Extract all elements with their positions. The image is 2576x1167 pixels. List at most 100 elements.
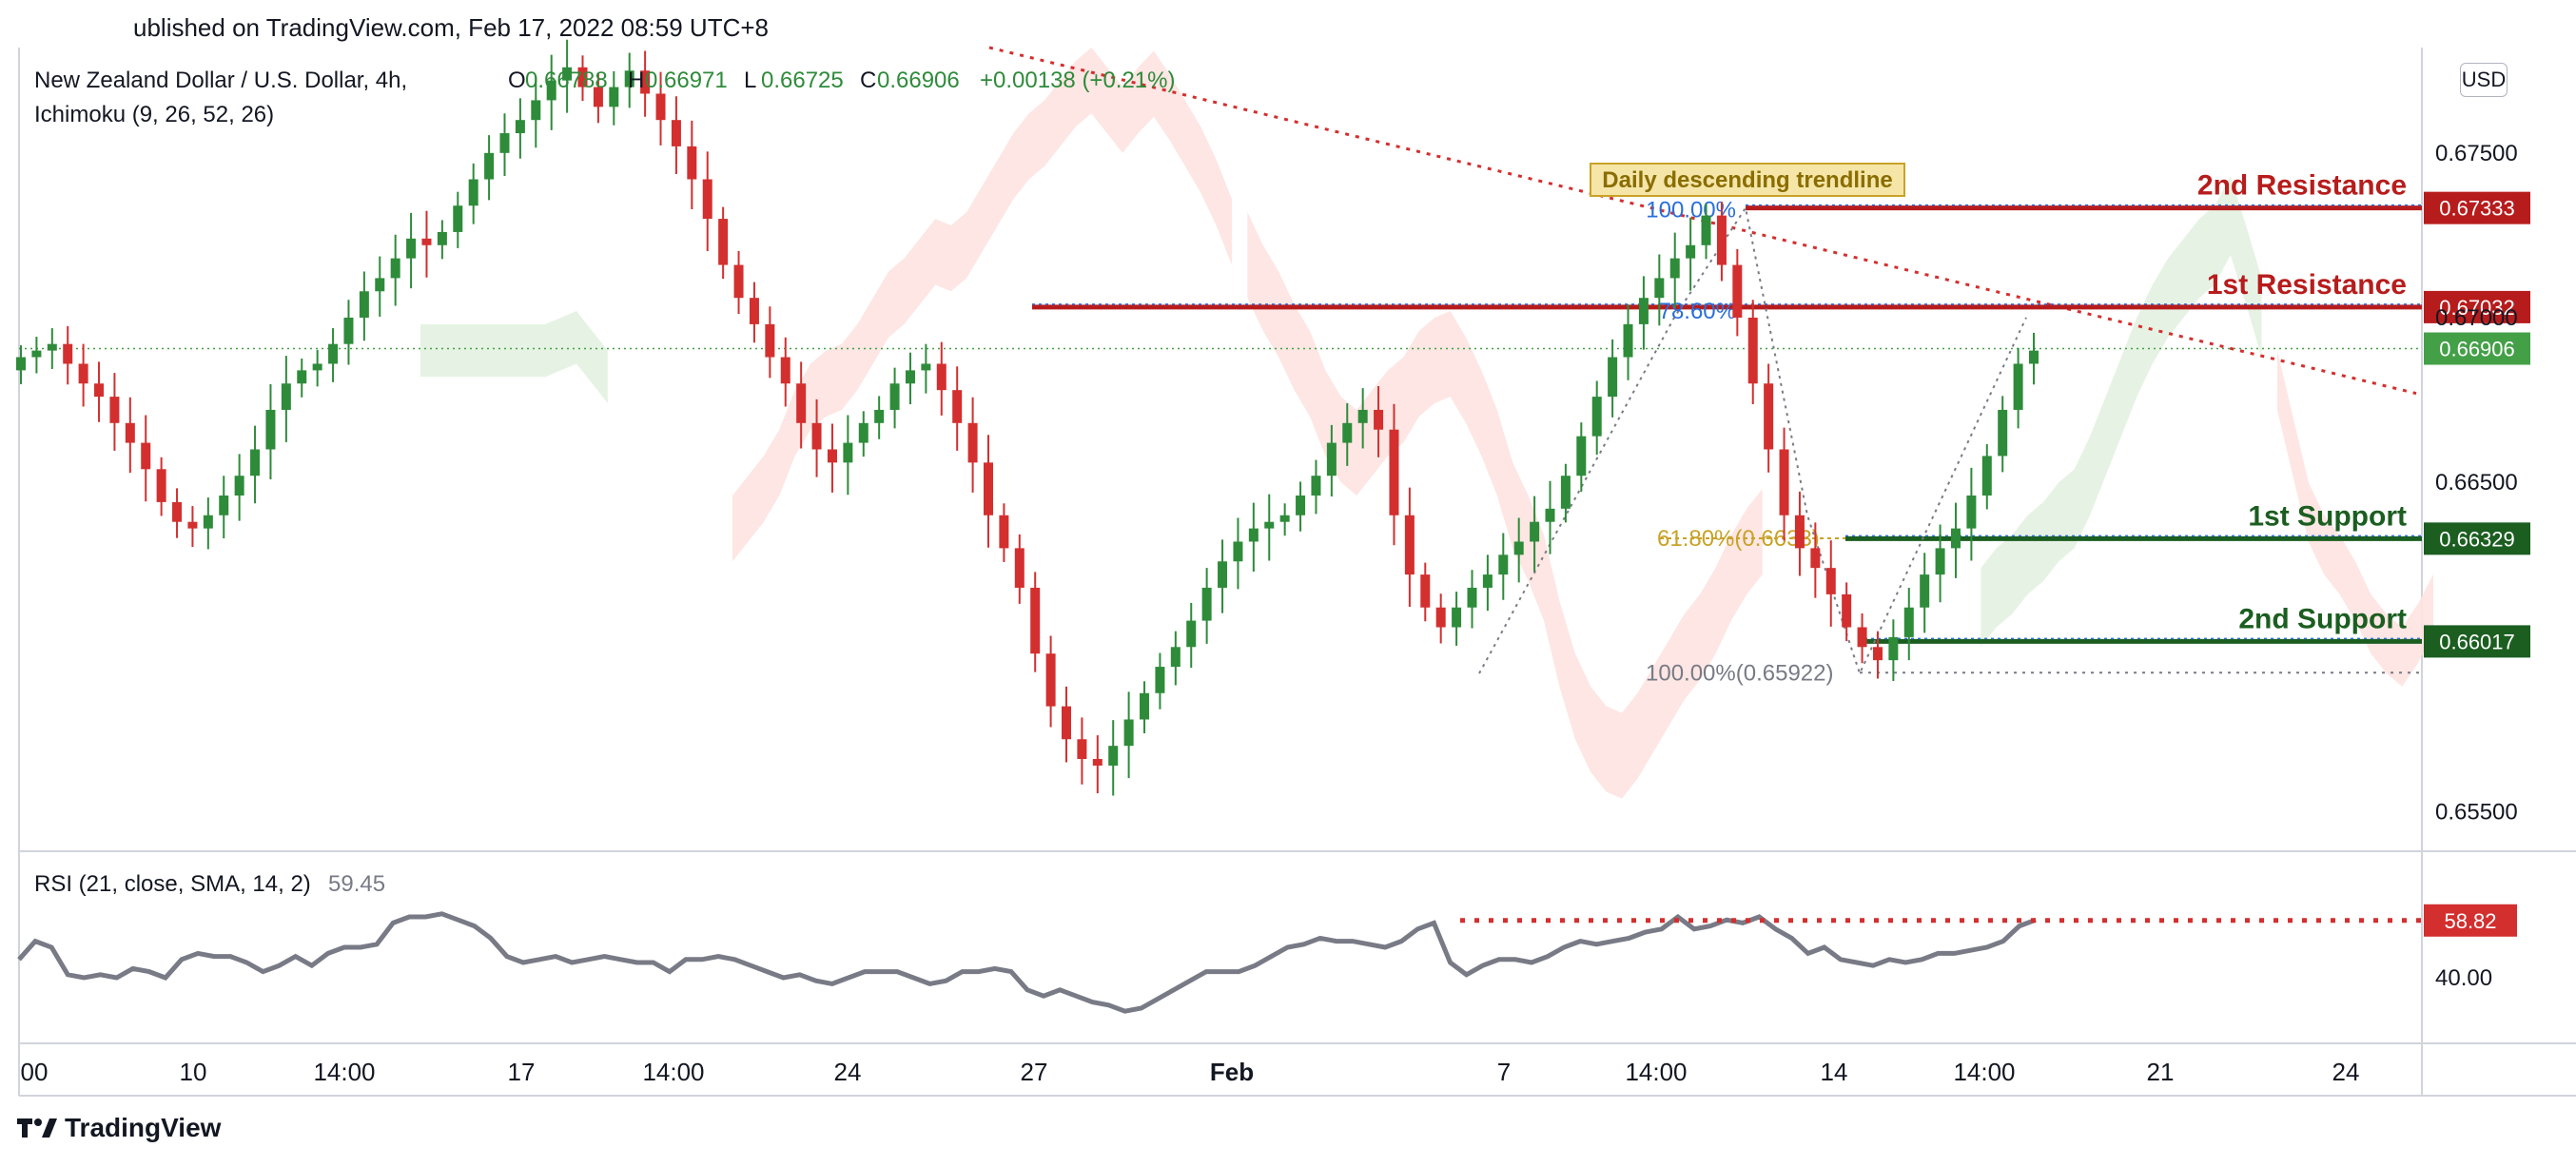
level-price-tag <box>2424 191 2530 224</box>
candle-body <box>328 343 339 364</box>
candle-body <box>687 146 697 180</box>
candle-body <box>921 363 931 371</box>
candle-body <box>1545 508 1555 522</box>
candle-body <box>624 70 634 88</box>
level-price-value: 0.67333 <box>2439 197 2515 221</box>
ohlc-value: 0.66906 <box>877 68 960 93</box>
candle-body <box>1155 667 1165 693</box>
candle-body <box>406 238 417 259</box>
price-axis-tick: 0.67000 <box>2435 305 2518 331</box>
level-label: 2nd Resistance <box>2197 170 2407 202</box>
candle-body <box>1311 476 1321 496</box>
candle-body <box>702 179 712 220</box>
candle-body <box>1014 548 1025 588</box>
candle-body <box>1654 278 1665 299</box>
candle-body <box>718 219 729 265</box>
candles-layer <box>16 39 2039 796</box>
fib-label-mid: 78.60% <box>1659 299 1736 324</box>
candle-body <box>1498 554 1509 575</box>
rsi-axis-tick: 40.00 <box>2435 965 2492 991</box>
level-price-value: 0.67032 <box>2439 296 2515 320</box>
candle-body <box>1981 456 1992 496</box>
candle-body <box>63 343 73 364</box>
fib-path <box>1478 205 2027 676</box>
trendline-label-box <box>1590 163 1905 197</box>
currency-button[interactable]: USD <box>2460 63 2508 97</box>
rsi-line <box>17 911 2037 1014</box>
rsi-pane[interactable]: 58.82 40.00 RSI (21, close, SMA, 14, 2) 59.… <box>17 871 2517 1014</box>
candle-body <box>1123 719 1134 747</box>
candle-body <box>1732 264 1743 318</box>
time-axis-tick: 14:00 <box>642 1058 704 1086</box>
candle-body <box>343 317 354 344</box>
price-axis-tick: 0.65500 <box>2435 799 2518 825</box>
ohlc-value: 0.66725 <box>761 68 844 93</box>
time-axis-tick: 14:00 <box>1953 1058 2015 1086</box>
candle-body <box>1779 449 1789 515</box>
rsi-value: 59.45 <box>328 871 385 897</box>
ohlc-value: 0.66971 <box>645 68 728 93</box>
candle-body <box>1530 521 1540 542</box>
candle-body <box>234 476 244 496</box>
candle-body <box>562 67 573 81</box>
tradingview-logo-icon <box>17 1118 57 1138</box>
candle-body <box>967 422 978 463</box>
time-axis-tick: 24 <box>2332 1058 2360 1086</box>
candle-body <box>437 231 447 245</box>
candle-body <box>780 357 790 384</box>
candle-body <box>375 278 385 292</box>
time-axis-tick: 24 <box>834 1058 862 1086</box>
candle-body <box>1045 653 1056 707</box>
price-axis-tick: 0.67500 <box>2435 141 2518 166</box>
candle-body <box>312 363 322 371</box>
ohlc-value: H <box>628 68 644 93</box>
time-axis-tick: 10 <box>180 1058 207 1086</box>
candle-body <box>546 80 556 101</box>
candle-body <box>1794 515 1805 549</box>
candle-body <box>2013 363 2023 410</box>
candle-body <box>1716 215 1727 265</box>
level-label: 1st Resistance <box>2207 269 2407 301</box>
candle-body <box>749 298 759 324</box>
candle-body <box>1747 317 1758 384</box>
candle-body <box>1077 739 1087 760</box>
current-price-tag <box>2424 332 2530 365</box>
price-axis[interactable]: 0.68000 0.67500 0.67000 0.66500 0.65500 <box>2435 0 2518 825</box>
candle-body <box>1279 515 1290 522</box>
candle-body <box>187 521 198 529</box>
candle-body <box>1389 429 1399 515</box>
candle-body <box>31 350 42 358</box>
candle-body <box>1092 759 1103 766</box>
time-axis-tick: 14:00 <box>313 1058 375 1086</box>
ichimoku-cloud <box>420 48 2433 799</box>
candle-body <box>1825 568 1836 594</box>
footer-brand[interactable]: TradingView <box>17 1113 221 1143</box>
cloud-segment <box>2276 350 2433 687</box>
ohlc-value: O <box>508 68 526 93</box>
candle-body <box>1998 409 2008 457</box>
time-axis-tick: 14:00 <box>1625 1058 1687 1086</box>
price-axis-top-label: 0.68000 <box>2435 0 2518 2</box>
candle-body <box>1920 574 1930 608</box>
candle-body <box>1374 409 1384 430</box>
candle-body <box>889 383 900 410</box>
current-price-value: 0.66906 <box>2439 338 2515 361</box>
ohlc-value: 0.66788 <box>525 68 608 93</box>
level-price-tag <box>2424 625 2530 658</box>
candle-body <box>1857 627 1867 648</box>
trendline-label: Daily descending trendline <box>1602 167 1892 193</box>
price-axis-tick: 0.66500 <box>2435 470 2518 496</box>
candle-body <box>1170 647 1181 668</box>
candle-body <box>905 370 915 384</box>
candle-body <box>1638 298 1649 324</box>
time-axis[interactable]: 00 10 14:00 17 14:00 24 27 Feb 7 14:00 14 14:00 21 24 <box>21 1058 2360 1086</box>
candle-body <box>1560 476 1571 509</box>
candle-body <box>94 383 105 398</box>
rsi-level-tag <box>2424 904 2517 937</box>
candle-body <box>1140 692 1150 720</box>
candle-body <box>515 120 525 134</box>
candle-body <box>874 409 885 423</box>
time-axis-tick: 17 <box>508 1058 536 1086</box>
